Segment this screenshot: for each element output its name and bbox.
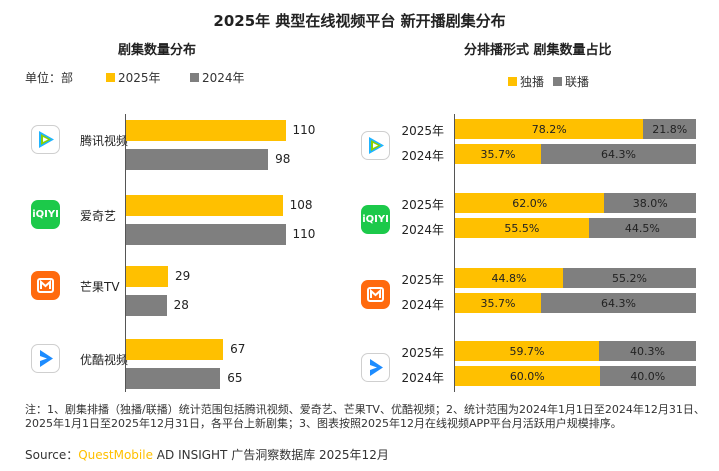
chart-main-title: 2025年 典型在线视频平台 新开播剧集分布 [213, 12, 506, 30]
bar-value-label: 110 [292, 123, 316, 137]
legend-exclusive-label: 独播 [520, 75, 545, 89]
bar-2024 [126, 149, 269, 170]
legend-2025-label: 2025年 [118, 71, 161, 85]
tencent-video-icon [361, 131, 390, 160]
legend-2024: 2024年 [190, 69, 245, 86]
source-brand: QuestMobile [78, 448, 153, 462]
legend-2024-swatch [190, 73, 199, 82]
left-panel-title: 剧集数量分布 [118, 43, 197, 58]
segment-simulcast: 44.5% [588, 218, 696, 238]
right-chart-axis [454, 114, 455, 392]
legend-2024-label: 2024年 [202, 71, 245, 85]
platform-name-left: 腾讯视频 [80, 134, 129, 148]
legend-2025-swatch [106, 73, 115, 82]
mango-tv-icon [31, 271, 60, 300]
youku-icon [361, 353, 390, 382]
bar-2024 [126, 368, 221, 389]
platform-name-left: 爱奇艺 [80, 209, 117, 223]
source-text: AD INSIGHT 广告洞察数据库 2025年12月 [152, 448, 389, 462]
bar-value-label: 65 [227, 371, 243, 385]
legend-simulcast: 联播 [553, 73, 589, 90]
segment-exclusive: 35.7% [455, 144, 542, 164]
platform-name-left: 芒果TV [80, 280, 120, 294]
bar-2025 [126, 195, 283, 216]
year-label: 2025年 [401, 124, 444, 138]
year-label: 2024年 [401, 298, 444, 312]
bar-2025 [126, 120, 286, 141]
segment-simulcast: 64.3% [541, 144, 696, 164]
segment-simulcast: 40.3% [598, 341, 696, 361]
youku-icon [31, 344, 60, 373]
iqiyi-icon: iQIYI [31, 200, 60, 229]
bar-value-label: 29 [175, 269, 191, 283]
legend-2025: 2025年 [106, 69, 161, 86]
bar-value-label: 98 [275, 152, 291, 166]
year-label: 2025年 [401, 198, 444, 212]
segment-simulcast: 55.2% [562, 268, 696, 288]
segment-exclusive: 55.5% [455, 218, 589, 238]
bar-2025 [126, 339, 224, 360]
bar-2024 [126, 295, 167, 316]
iqiyi-icon: iQIYI [361, 205, 390, 234]
segment-exclusive: 35.7% [455, 293, 542, 313]
segment-simulcast: 38.0% [604, 193, 696, 213]
segment-exclusive: 60.0% [455, 366, 600, 386]
bar-value-label: 67 [230, 342, 246, 356]
bar-2025 [126, 266, 169, 287]
platform-name-left: 优酷视频 [80, 353, 129, 367]
segment-simulcast: 21.8% [643, 119, 696, 139]
legend-exclusive-swatch [508, 77, 517, 86]
mango-tv-icon [361, 280, 390, 309]
tencent-video-icon [31, 125, 60, 154]
legend-simulcast-label: 联播 [565, 75, 590, 89]
source-prefix: Source： [25, 448, 79, 462]
left-chart-axis [125, 114, 126, 392]
segment-exclusive: 78.2% [455, 119, 644, 139]
bar-value-label: 108 [289, 198, 313, 212]
year-label: 2025年 [401, 273, 444, 287]
year-label: 2024年 [401, 149, 444, 163]
footnote: 注：1、剧集排播（独播/联播）统计范围包括腾讯视频、爱奇艺、芒果TV、优酷视频；… [25, 403, 705, 430]
unit-label: 单位：部 [25, 71, 74, 85]
year-label: 2024年 [401, 223, 444, 237]
year-label: 2024年 [401, 371, 444, 385]
segment-exclusive: 62.0% [455, 193, 605, 213]
year-label: 2025年 [401, 346, 444, 360]
segment-exclusive: 59.7% [455, 341, 599, 361]
legend-exclusive: 独播 [508, 73, 544, 90]
segment-simulcast: 40.0% [599, 366, 696, 386]
source-line: Source：QuestMobile AD INSIGHT 广告洞察数据库 20… [25, 446, 389, 463]
right-panel-title: 分排播形式 剧集数量占比 [464, 43, 612, 58]
bar-value-label: 110 [292, 227, 316, 241]
bar-value-label: 28 [173, 298, 189, 312]
legend-simulcast-swatch [553, 77, 562, 86]
segment-exclusive: 44.8% [455, 268, 563, 288]
bar-2024 [126, 224, 286, 245]
segment-simulcast: 64.3% [541, 293, 696, 313]
